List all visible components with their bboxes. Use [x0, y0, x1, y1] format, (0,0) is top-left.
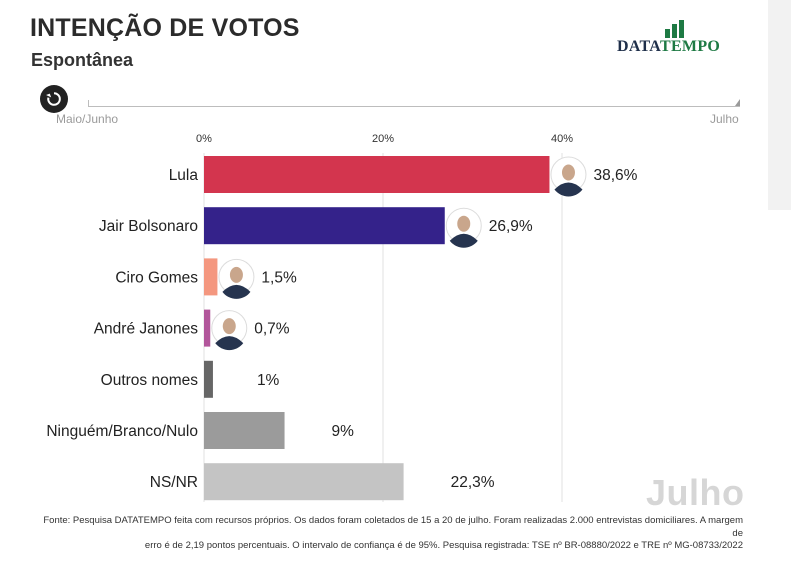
- footer-line-2: erro é de 2,19 pontos percentuais. O int…: [144, 540, 743, 551]
- side-panel: [768, 0, 791, 210]
- timeline-start-tick: [88, 100, 89, 107]
- value-label: 9%: [332, 423, 355, 440]
- candidate-photo-face: [561, 164, 575, 181]
- bar-chart-logo-icon: [665, 20, 684, 38]
- value-label: 38,6%: [593, 167, 637, 184]
- candidate-photo-suit: [222, 284, 251, 299]
- value-label: 1,5%: [261, 269, 297, 286]
- month-watermark: Julho: [646, 472, 745, 513]
- value-label: 0,7%: [254, 321, 290, 338]
- candidate-photo-suit: [215, 336, 244, 351]
- footer-line-1: Fonte: Pesquisa DATATEMPO feita com recu…: [43, 515, 743, 539]
- chart-title: INTENÇÃO DE VOTOS: [30, 14, 300, 42]
- value-label: 26,9%: [489, 218, 533, 235]
- bar: [204, 258, 218, 296]
- bar: [204, 207, 445, 245]
- category-label: Jair Bolsonaro: [99, 218, 198, 235]
- bar: [204, 360, 213, 398]
- bar: [204, 156, 550, 193]
- logo-text-data: DATA: [617, 38, 660, 55]
- logo-text: DATATEMPO: [617, 38, 720, 56]
- logo-text-tempo: TEMPO: [659, 38, 721, 55]
- replay-icon: [46, 92, 61, 106]
- x-tick-label: 0%: [196, 133, 212, 145]
- category-label: Ciro Gomes: [115, 269, 198, 286]
- candidate-photo-suit: [449, 233, 478, 248]
- source-footer: Fonte: Pesquisa DATATEMPO feita com recu…: [33, 515, 743, 553]
- category-label: NS/NR: [150, 474, 198, 491]
- bar: [204, 412, 285, 449]
- timeline-track[interactable]: [88, 106, 740, 107]
- x-tick-label: 20%: [372, 133, 394, 145]
- category-label: André Janones: [94, 321, 199, 338]
- candidate-photo-suit: [554, 182, 583, 197]
- category-label: Outros nomes: [101, 372, 199, 389]
- timeline-handle[interactable]: [735, 99, 740, 106]
- x-tick-label: 40%: [551, 133, 573, 145]
- datatempo-logo: DATATEMPO: [617, 20, 737, 60]
- category-label: Lula: [169, 167, 199, 184]
- value-label: 1%: [257, 372, 280, 389]
- candidate-photo-face: [457, 215, 471, 232]
- timeline-end-label[interactable]: Julho: [710, 112, 739, 126]
- replay-button[interactable]: [40, 85, 68, 113]
- value-label: 22,3%: [451, 474, 495, 491]
- chart-subtitle: Espontânea: [31, 50, 134, 70]
- category-label: Ninguém/Branco/Nulo: [46, 423, 198, 440]
- candidate-photo-face: [222, 318, 236, 335]
- timeline-start-label[interactable]: Maio/Junho: [56, 112, 119, 126]
- candidate-photo-face: [229, 266, 243, 283]
- bar: [204, 309, 211, 347]
- bar: [204, 463, 404, 501]
